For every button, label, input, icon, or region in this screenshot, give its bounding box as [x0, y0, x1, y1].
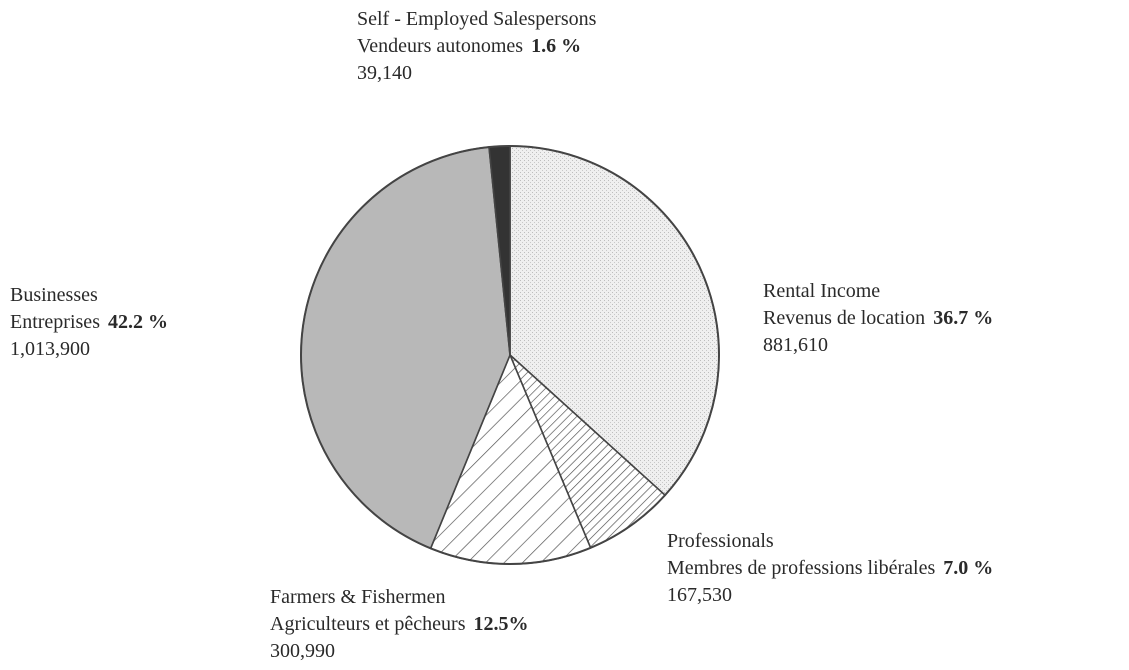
- label-en: Rental Income: [763, 280, 881, 302]
- value-label: 300,990: [270, 640, 335, 662]
- label-fr: Vendeurs autonomes: [357, 35, 524, 57]
- value-label: 167,530: [667, 584, 732, 606]
- percent-label: 7.0 %: [943, 557, 994, 579]
- label-fr: Revenus de location: [763, 307, 926, 329]
- label-professionals: Professionals Membres de professions lib…: [667, 528, 993, 609]
- label-en: Self - Employed Salespersons: [357, 8, 597, 30]
- label-rental-income: Rental Income Revenus de location 36.7 % …: [763, 278, 993, 359]
- pie-slices: [300, 145, 720, 565]
- pie-outline: [300, 145, 720, 565]
- label-fr: Membres de professions libérales: [667, 557, 936, 579]
- label-businesses: Businesses Entreprises 42.2 % 1,013,900: [10, 282, 168, 363]
- value-label: 881,610: [763, 334, 828, 356]
- label-fr: Entreprises: [10, 311, 100, 333]
- value-label: 39,140: [357, 62, 412, 84]
- percent-label: 36.7 %: [933, 307, 994, 329]
- percent-label: 42.2 %: [107, 311, 168, 333]
- label-self-employed-salespersons: Self - Employed Salespersons Vendeurs au…: [357, 6, 596, 87]
- label-fr: Agriculteurs et pêcheurs: [270, 613, 466, 635]
- label-en: Farmers & Fishermen: [270, 586, 446, 608]
- label-en: Professionals: [667, 530, 774, 552]
- label-farmers-fishermen: Farmers & Fishermen Agriculteurs et pêch…: [270, 584, 528, 665]
- percent-label: 1.6 %: [531, 35, 582, 57]
- value-label: 1,013,900: [10, 338, 90, 360]
- label-en: Businesses: [10, 284, 98, 306]
- percent-label: 12.5%: [473, 613, 529, 635]
